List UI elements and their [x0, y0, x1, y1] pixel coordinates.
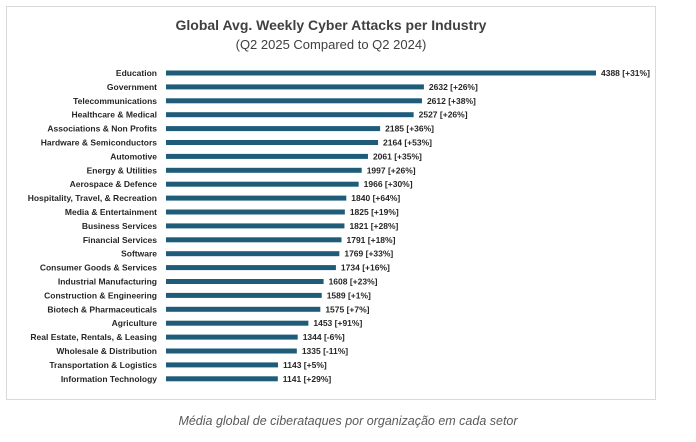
- data-label: 2632 [+26%]: [429, 82, 478, 92]
- data-label: 2061 [+35%]: [373, 151, 422, 161]
- category-label: Wholesale & Distribution: [56, 346, 157, 356]
- category-label: Energy & Utilities: [87, 165, 158, 175]
- bar: [166, 98, 422, 104]
- bar: [166, 320, 309, 326]
- category-label: Hardware & Semiconductors: [41, 138, 157, 148]
- bar: [166, 195, 347, 201]
- data-label: 1335 [-11%]: [302, 346, 348, 356]
- bar: [166, 70, 596, 76]
- category-label: Healthcare & Medical: [71, 110, 157, 120]
- data-label: 2527 [+26%]: [419, 110, 468, 120]
- bar: [166, 348, 297, 354]
- data-label: 1575 [+7%]: [325, 304, 369, 314]
- data-label: 1966 [+30%]: [364, 179, 413, 189]
- category-label: Industrial Manufacturing: [58, 277, 157, 287]
- figure-caption: Média global de ciberataques por organiz…: [178, 414, 518, 428]
- category-label: Media & Entertainment: [65, 207, 157, 217]
- bar-chart: Education 4388 [+31%] Government 2632 [+26%…: [28, 68, 650, 384]
- data-label: 1143 [+5%]: [283, 360, 327, 370]
- data-label: 1821 [+28%]: [349, 221, 398, 231]
- bar: [166, 140, 379, 145]
- bar: [166, 167, 362, 173]
- bar: [166, 251, 340, 257]
- category-label: Automotive: [110, 151, 157, 161]
- category-label: Hospitality, Travel, & Recreation: [28, 193, 157, 203]
- bar: [166, 126, 381, 132]
- data-label: 1769 [+33%]: [344, 249, 393, 259]
- bar: [166, 292, 322, 298]
- category-label: Agriculture: [112, 318, 158, 328]
- category-label: Information Technology: [61, 374, 157, 384]
- category-label: Biotech & Pharmaceuticals: [47, 304, 157, 314]
- bar: [166, 362, 279, 368]
- category-label: Consumer Goods & Services: [40, 263, 157, 273]
- data-label: 1734 [+16%]: [341, 263, 390, 273]
- data-label: 1791 [+18%]: [347, 235, 396, 245]
- category-label: Business Services: [82, 221, 157, 231]
- category-label: Real Estate, Rentals, & Leasing: [30, 332, 157, 342]
- data-label: 1608 [+23%]: [329, 277, 378, 287]
- bar: [166, 376, 278, 382]
- data-label: 2612 [+38%]: [427, 96, 476, 106]
- data-label: 1825 [+19%]: [350, 207, 399, 217]
- category-label: Construction & Engineering: [44, 290, 157, 300]
- category-label: Transportation & Logistics: [49, 360, 157, 370]
- bar: [166, 181, 359, 187]
- data-label: 1840 [+64%]: [351, 193, 400, 203]
- data-label: 1589 [+1%]: [327, 290, 371, 300]
- category-label: Government: [107, 82, 157, 92]
- data-label: 1141 [+29%]: [283, 374, 332, 384]
- bar: [166, 265, 336, 271]
- category-label: Education: [116, 68, 157, 78]
- category-label: Financial Services: [83, 235, 157, 245]
- data-label: 4388 [+31%]: [601, 68, 650, 78]
- chart-frame: Global Avg. Weekly Cyber Attacks per Ind…: [6, 6, 656, 400]
- bar: [166, 209, 345, 215]
- data-label: 2164 [+53%]: [383, 138, 432, 148]
- category-label: Associations & Non Profits: [47, 124, 157, 134]
- category-label: Aerospace & Defence: [70, 179, 158, 189]
- bar: [166, 153, 368, 159]
- data-label: 1997 [+26%]: [367, 165, 416, 175]
- bar: [166, 279, 324, 284]
- bar: [166, 84, 424, 90]
- bar: [166, 334, 298, 340]
- bar: [166, 223, 345, 229]
- category-label: Telecommunications: [73, 96, 157, 106]
- category-label: Software: [121, 249, 157, 259]
- data-label: 2185 [+36%]: [385, 124, 434, 134]
- data-label: 1344 [-6%]: [303, 332, 345, 342]
- chart-subtitle: (Q2 2025 Compared to Q2 2024): [235, 37, 427, 52]
- data-label: 1453 [+91%]: [313, 318, 362, 328]
- bar: [166, 112, 414, 118]
- bar: [166, 237, 342, 243]
- chart-title: Global Avg. Weekly Cyber Attacks per Ind…: [175, 17, 487, 33]
- bar: [166, 306, 321, 312]
